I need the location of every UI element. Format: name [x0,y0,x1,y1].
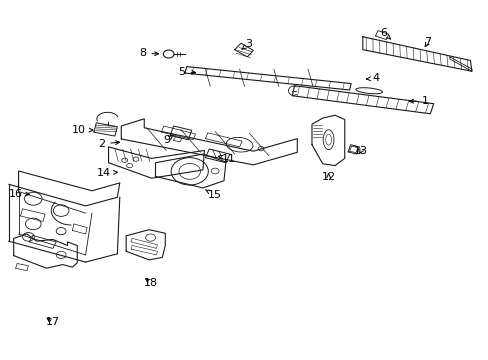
Text: 6: 6 [380,28,390,39]
Text: 15: 15 [205,190,222,200]
Text: 5: 5 [178,67,195,77]
Text: 17: 17 [46,317,60,327]
Text: 11: 11 [218,154,235,164]
Text: 7: 7 [424,37,430,48]
Text: 8: 8 [139,48,158,58]
Text: 13: 13 [353,146,367,156]
Text: 3: 3 [242,39,251,49]
Text: 9: 9 [163,135,173,145]
Text: 10: 10 [72,125,93,135]
Text: 12: 12 [321,172,335,182]
Text: 18: 18 [143,278,157,288]
Text: 2: 2 [98,139,119,149]
Text: 16: 16 [9,189,29,199]
Text: 14: 14 [97,168,117,178]
Text: 1: 1 [409,96,428,106]
Text: 4: 4 [366,73,378,84]
